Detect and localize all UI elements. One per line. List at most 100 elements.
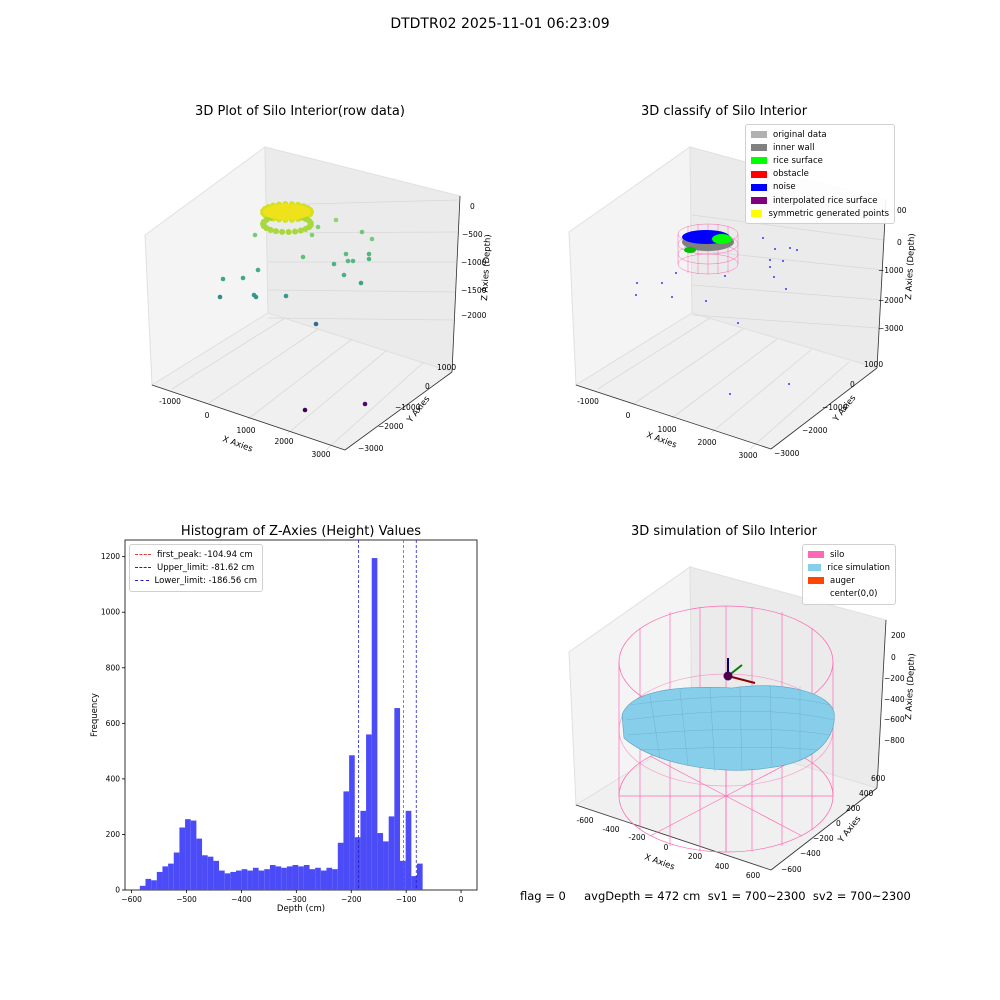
y-tick: 0: [836, 819, 841, 828]
legend-swatch: [751, 157, 767, 165]
classify-plot-tick-labels: -1000 0 1000 2000 3000 1000 0 −1000 −200…: [577, 206, 907, 460]
y-tick: −2000: [802, 426, 828, 435]
histogram-bar: [303, 865, 310, 890]
histogram-bar: [366, 734, 372, 890]
legend-label: noise: [773, 182, 796, 193]
noise-point: [782, 260, 784, 262]
surface-point: [292, 228, 299, 235]
histogram-bar: [173, 852, 180, 890]
histogram-bar: [151, 880, 157, 890]
histogram-bar: [202, 855, 208, 890]
y-tick-label: 800: [106, 663, 121, 672]
legend-label: obstacle: [773, 169, 809, 180]
y-tick: −600: [781, 865, 802, 874]
histogram-bar: [213, 860, 220, 890]
x-tick: 600: [746, 871, 761, 880]
histogram-bars: [139, 558, 423, 890]
y-tick-label: 1200: [101, 552, 120, 561]
noise-point: [661, 282, 663, 284]
legend-label: interpolated rice surface: [773, 195, 878, 206]
z-axis-label: Z Axies (Depth): [480, 234, 493, 301]
histogram-bar: [139, 885, 146, 890]
classify-plot-axes: [575, 199, 887, 450]
scatter-point: [309, 232, 315, 238]
x-tick: 0: [664, 843, 669, 852]
histogram-bar: [258, 870, 265, 890]
z-tick: 0: [891, 653, 896, 662]
scatter-point: [302, 407, 308, 413]
histogram-bar: [185, 819, 191, 890]
auger-and-center: [723, 658, 756, 684]
z-tick: −3000: [878, 324, 904, 333]
histogram-bar: [247, 870, 253, 890]
x-tick: 2000: [697, 438, 716, 447]
histogram-bar: [224, 873, 231, 890]
histogram-plot-area: [124, 539, 478, 891]
surface-point: [297, 227, 304, 234]
legend-swatch: [751, 144, 767, 152]
z-tick: −1500: [461, 286, 487, 295]
legend-swatch: [751, 183, 767, 191]
noise-point: [789, 247, 791, 249]
raw-3d-plot: -1000 0 1000 2000 3000 1000 0 −1000 −200…: [144, 146, 493, 459]
scatter-point: [220, 276, 226, 282]
x-tick: -600: [576, 816, 593, 825]
surface-point: [302, 226, 309, 233]
legend-label: Lower_limit: -186.56 cm: [154, 575, 257, 586]
histogram-bar: [326, 867, 333, 890]
noise-point: [636, 282, 638, 284]
x-tick: -400: [602, 825, 619, 834]
legend-label: center(0,0): [830, 589, 878, 600]
histogram-legend: first_peak: -104.94 cm Upper_limit: -81.…: [129, 544, 263, 592]
classify-plot-title: 3D classify of Silo Interior: [640, 104, 808, 119]
histogram-y-ticks: 0 200 400 600 800 1000 1200: [101, 552, 125, 895]
z-tick: −500: [462, 230, 483, 239]
x-tick-label: −400: [231, 895, 252, 904]
depth-histogram: −600 −500 −400 −300 −200 −100 0 0 200 400 600 800 1…: [90, 539, 478, 914]
histogram-bar: [394, 708, 401, 890]
surface-point: [285, 228, 292, 235]
histogram-bar: [235, 870, 242, 890]
scatter-point: [341, 272, 347, 278]
histogram-bar: [281, 867, 287, 890]
histogram-bar: [286, 866, 293, 890]
histogram-bar: [179, 827, 186, 890]
histogram-bar: [168, 863, 174, 890]
x-tick: 0: [205, 411, 210, 420]
legend-swatch: [751, 170, 767, 178]
y-tick-label: 400: [106, 774, 121, 783]
legend-swatch: [135, 567, 151, 569]
x-tick: 0: [626, 411, 631, 420]
histogram-bar: [416, 863, 423, 890]
histogram-bar: [405, 810, 412, 890]
noise-point: [675, 272, 677, 274]
surface-point: [279, 228, 286, 235]
raw-plot-title: 3D Plot of Silo Interior(row data): [195, 104, 405, 119]
scatter-point: [369, 236, 375, 242]
y-tick: 200: [846, 804, 861, 813]
histogram-x-ticks: −600 −500 −400 −300 −200 −100 0: [121, 890, 464, 904]
scatter-point: [358, 280, 364, 286]
noise-point: [729, 393, 731, 395]
y-tick: 0: [425, 382, 430, 391]
x-tick: 3000: [738, 451, 757, 460]
scatter-point: [283, 293, 289, 299]
histogram-bar: [190, 820, 197, 890]
y-tick-label: 0: [115, 886, 120, 895]
histogram-bar: [400, 860, 406, 890]
z-tick: −400: [884, 695, 905, 704]
histogram-bar: [377, 833, 384, 890]
simulation-3d-plot: -600 -400 -200 0 200 400 600 600 400 200…: [568, 566, 917, 880]
scatter-point: [240, 275, 246, 281]
legend-swatch: [808, 551, 824, 559]
histogram-x-label: Depth (cm): [277, 904, 325, 914]
legend-swatch: [751, 131, 767, 139]
histogram-bar: [219, 870, 225, 890]
y-tick: −3000: [358, 444, 384, 453]
noise-point: [724, 275, 726, 277]
scatter-point: [253, 294, 259, 300]
z-tick: −1000: [461, 258, 487, 267]
histogram-bar: [315, 867, 321, 890]
legend-item: Lower_limit: -186.56 cm: [135, 574, 257, 587]
histogram-bar: [383, 841, 389, 890]
